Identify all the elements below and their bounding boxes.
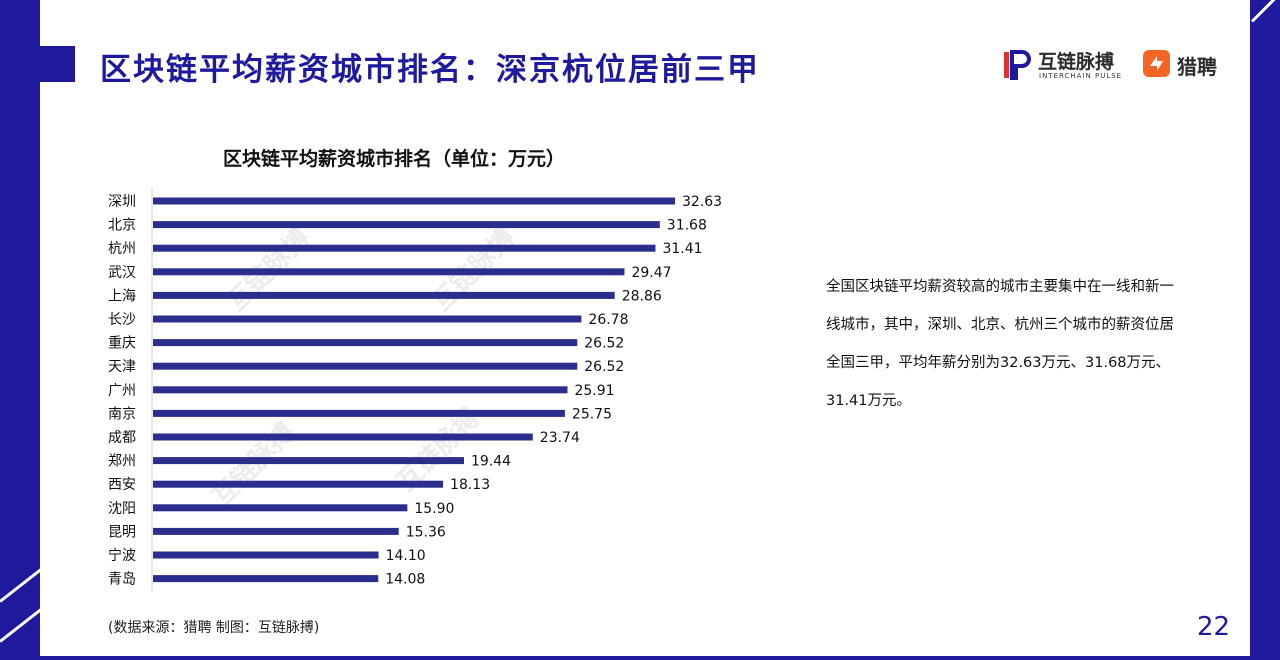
- value-label: 26.52: [584, 359, 624, 375]
- liepin-logo: 猎聘: [1143, 50, 1233, 80]
- bottom-band: [40, 656, 1250, 660]
- value-label: 29.47: [631, 265, 671, 281]
- bar: [153, 315, 582, 323]
- value-label: 26.52: [584, 336, 624, 352]
- interchain-logo-name: 互链脉搏: [1038, 51, 1115, 73]
- value-label: 19.44: [471, 454, 511, 470]
- decorative-stripe: [1250, 0, 1280, 23]
- value-label: 28.86: [622, 288, 662, 304]
- value-label: 26.78: [588, 312, 628, 328]
- bar: [153, 480, 444, 488]
- bar: [153, 504, 408, 512]
- category-label: 西安: [108, 477, 136, 493]
- bar: [153, 362, 578, 370]
- bar: [153, 575, 379, 583]
- value-label: 15.90: [414, 501, 454, 517]
- category-label: 重庆: [108, 336, 136, 352]
- category-label: 沈阳: [108, 501, 136, 517]
- bar: [153, 551, 379, 559]
- interchain-logo-icon: [1004, 50, 1031, 80]
- bar: [153, 409, 565, 417]
- left-decoration: [0, 0, 40, 660]
- value-label: 14.08: [385, 572, 425, 588]
- value-label: 31.41: [662, 241, 702, 257]
- value-label: 31.68: [667, 218, 707, 234]
- category-label: 南京: [108, 406, 136, 422]
- value-label: 23.74: [540, 430, 580, 446]
- data-source-note: (数据来源：猎聘 制图：互链脉搏): [108, 620, 320, 636]
- interchain-logo-subtitle: INTERCHAIN PULSE: [1039, 72, 1123, 80]
- bar: [153, 197, 675, 205]
- bar: [153, 433, 533, 441]
- category-label: 长沙: [108, 312, 136, 328]
- category-label: 宁波: [108, 547, 136, 564]
- bar: [153, 244, 656, 252]
- category-label: 上海: [108, 288, 136, 304]
- liepin-logo-icon: [1143, 50, 1170, 77]
- bar: [153, 457, 464, 465]
- category-label: 深圳: [108, 194, 136, 210]
- category-label: 广州: [108, 383, 136, 399]
- value-label: 25.75: [572, 406, 612, 422]
- bar: [153, 221, 660, 229]
- bar: [153, 291, 615, 299]
- slide: 区块链平均薪资城市排名：深京杭位居前三甲 互链脉搏 INTERCHAIN PUL…: [40, 0, 1250, 660]
- interchain-pulse-logo: 互链脉搏 INTERCHAIN PULSE: [1002, 47, 1128, 83]
- category-label: 昆明: [108, 524, 136, 540]
- page-number: 22: [1197, 612, 1231, 642]
- bar: [153, 339, 578, 347]
- liepin-logo-name: 猎聘: [1177, 55, 1217, 79]
- category-label: 杭州: [108, 241, 136, 257]
- description-text: 全国区块链平均薪资较高的城市主要集中在一线和新一线城市，其中，深圳、北京、杭州三…: [826, 279, 1174, 409]
- bar: [153, 268, 625, 276]
- category-label: 成都: [108, 430, 136, 446]
- chart-title: 区块链平均薪资城市排名（单位：万元）: [223, 148, 566, 170]
- category-label: 北京: [108, 218, 136, 234]
- category-label: 武汉: [108, 265, 136, 281]
- value-label: 14.10: [386, 548, 426, 564]
- bar: [153, 386, 568, 394]
- category-label: 天津: [108, 359, 136, 375]
- bar: [153, 527, 399, 535]
- title-accent-bar: [40, 46, 75, 82]
- value-label: 15.36: [406, 524, 446, 540]
- page-title: 区块链平均薪资城市排名：深京杭位居前三甲: [100, 52, 760, 88]
- value-label: 32.63: [682, 194, 722, 210]
- value-label: 18.13: [450, 477, 490, 493]
- category-label: 青岛: [108, 572, 136, 588]
- category-label: 郑州: [108, 454, 136, 470]
- value-label: 25.91: [574, 383, 614, 399]
- bar-chart: 深圳 32.63 北京 31.68 杭州 31.41 武汉 29.47 上海 28.86 长沙 26.…: [108, 188, 722, 591]
